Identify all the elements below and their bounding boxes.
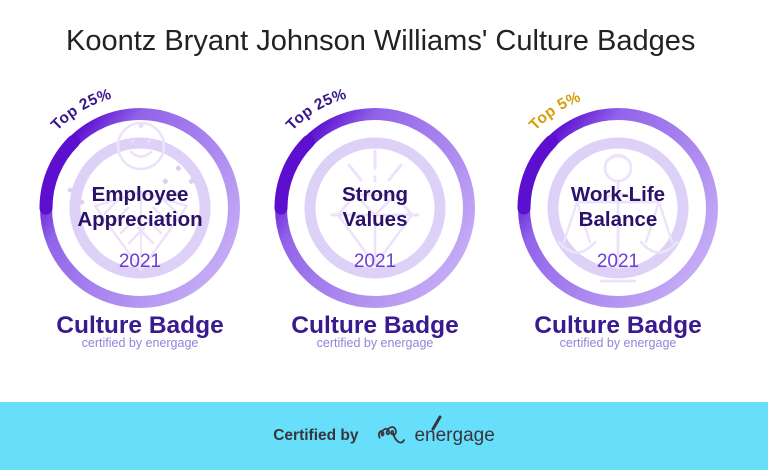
svg-text:Culture Badge: Culture Badge bbox=[291, 312, 458, 339]
svg-text:Culture Badge: Culture Badge bbox=[56, 312, 223, 339]
svg-text:Values: Values bbox=[343, 208, 408, 231]
svg-text:Work-Life: Work-Life bbox=[571, 183, 665, 206]
svg-text:certified by energage: certified by energage bbox=[317, 336, 434, 350]
svg-text:Balance: Balance bbox=[579, 208, 658, 231]
svg-text:certified by energage: certified by energage bbox=[560, 336, 677, 350]
svg-text:Employee: Employee bbox=[92, 183, 189, 206]
svg-text:2021: 2021 bbox=[597, 251, 639, 272]
svg-text:Appreciation: Appreciation bbox=[77, 208, 202, 231]
svg-text:certified by energage: certified by energage bbox=[82, 336, 199, 350]
svg-text:2021: 2021 bbox=[119, 251, 161, 272]
svg-text:Strong: Strong bbox=[342, 183, 408, 206]
svg-text:2021: 2021 bbox=[354, 251, 396, 272]
svg-text:Culture Badge: Culture Badge bbox=[534, 312, 701, 339]
